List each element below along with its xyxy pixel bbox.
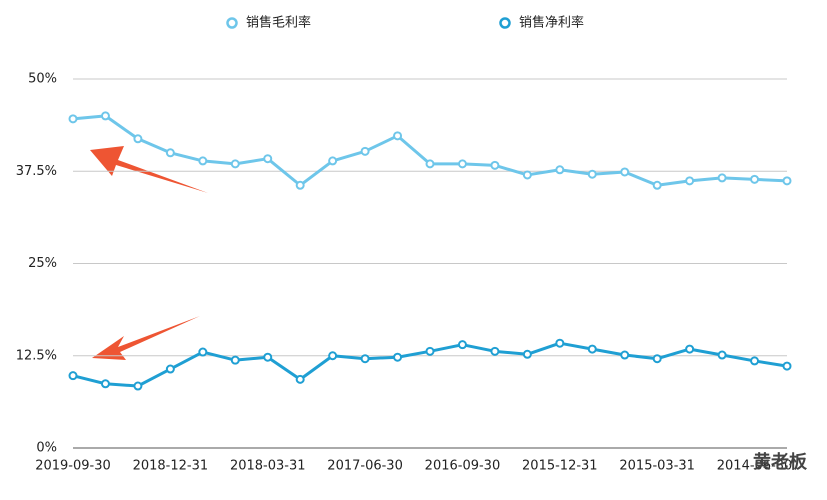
data-point bbox=[685, 344, 695, 354]
legend-marker bbox=[499, 17, 511, 29]
data-point bbox=[295, 180, 305, 190]
legend-marker bbox=[226, 17, 238, 29]
arrow bbox=[92, 316, 200, 360]
legend-label: 销售毛利率 bbox=[246, 15, 311, 31]
arrow bbox=[90, 146, 208, 193]
data-point bbox=[425, 159, 435, 169]
series-line bbox=[72, 114, 788, 187]
data-point bbox=[457, 340, 467, 350]
x-tick-label: 2015-03-31 bbox=[619, 459, 695, 474]
data-point bbox=[652, 180, 662, 190]
data-point bbox=[457, 159, 467, 169]
annotation-arrows bbox=[90, 146, 208, 360]
data-point bbox=[263, 154, 273, 164]
x-tick-label: 2014-06-30 bbox=[717, 459, 793, 474]
data-point bbox=[717, 350, 727, 360]
data-point bbox=[782, 361, 792, 371]
data-point bbox=[360, 146, 370, 156]
data-point bbox=[685, 176, 695, 186]
data-point bbox=[620, 167, 630, 177]
data-point bbox=[198, 156, 208, 166]
x-tick-label: 2019-09-30 bbox=[35, 459, 111, 474]
data-point bbox=[230, 159, 240, 169]
x-tick-label: 2018-12-31 bbox=[133, 459, 209, 474]
data-point bbox=[587, 169, 597, 179]
data-point bbox=[360, 354, 370, 364]
data-point bbox=[328, 156, 338, 166]
data-point bbox=[68, 114, 78, 124]
x-tick-label: 2015-12-31 bbox=[522, 459, 598, 474]
data-point bbox=[522, 349, 532, 359]
data-point bbox=[393, 131, 403, 141]
data-point bbox=[555, 165, 565, 175]
data-point bbox=[393, 352, 403, 362]
data-point bbox=[522, 170, 532, 180]
x-tick-label: 2018-03-31 bbox=[230, 459, 306, 474]
data-point bbox=[555, 338, 565, 348]
y-tick-label: 0% bbox=[36, 441, 57, 456]
data-point bbox=[133, 134, 143, 144]
data-point bbox=[750, 174, 760, 184]
data-point bbox=[717, 173, 727, 183]
x-tick-label: 2017-06-30 bbox=[327, 459, 403, 474]
data-point bbox=[230, 355, 240, 365]
data-point bbox=[652, 354, 662, 364]
y-tick-label: 50% bbox=[28, 72, 57, 87]
y-tick-label: 12.5% bbox=[16, 348, 57, 363]
data-point bbox=[133, 381, 143, 391]
data-point bbox=[587, 344, 597, 354]
data-point bbox=[782, 176, 792, 186]
data-point bbox=[100, 379, 110, 389]
data-point bbox=[198, 347, 208, 357]
watermark: 黄老板 bbox=[753, 451, 808, 473]
data-point bbox=[490, 346, 500, 356]
x-tick-label: 2016-09-30 bbox=[425, 459, 501, 474]
legend-label: 销售净利率 bbox=[519, 15, 584, 31]
data-point bbox=[328, 351, 338, 361]
data-point bbox=[425, 346, 435, 356]
y-tick-label: 37.5% bbox=[16, 164, 57, 179]
data-point bbox=[750, 356, 760, 366]
data-point bbox=[263, 352, 273, 362]
data-point bbox=[165, 148, 175, 158]
data-point bbox=[490, 160, 500, 170]
data-point bbox=[100, 111, 110, 121]
y-tick-label: 25% bbox=[28, 256, 57, 271]
data-point bbox=[620, 350, 630, 360]
data-point bbox=[68, 371, 78, 381]
data-point bbox=[165, 364, 175, 374]
data-point bbox=[295, 374, 305, 384]
